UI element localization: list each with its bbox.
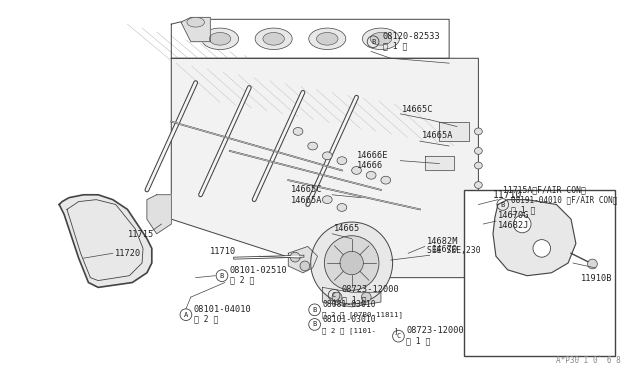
Polygon shape	[440, 122, 468, 141]
Circle shape	[513, 215, 531, 233]
Circle shape	[533, 240, 550, 257]
Circle shape	[588, 259, 597, 269]
Text: 08723-12000: 08723-12000	[406, 326, 464, 335]
Text: B: B	[220, 273, 224, 279]
Ellipse shape	[263, 32, 284, 45]
Text: 08101-04010: 08101-04010	[194, 305, 252, 314]
Circle shape	[290, 252, 300, 262]
Ellipse shape	[323, 152, 332, 160]
Ellipse shape	[351, 167, 362, 174]
Ellipse shape	[323, 196, 332, 203]
Polygon shape	[181, 17, 211, 42]
Text: 〈 2 〉: 〈 2 〉	[230, 276, 254, 285]
Text: 14665C: 14665C	[403, 105, 434, 114]
Text: 14665A: 14665A	[291, 196, 323, 205]
Text: B: B	[312, 307, 317, 313]
Ellipse shape	[337, 203, 347, 211]
Text: 11710: 11710	[211, 247, 237, 256]
Ellipse shape	[255, 28, 292, 49]
Text: 14665C: 14665C	[291, 185, 323, 194]
Ellipse shape	[474, 182, 483, 189]
Text: C: C	[332, 292, 336, 298]
Ellipse shape	[187, 17, 204, 27]
Text: 11710: 11710	[493, 190, 522, 200]
Text: 08101-02510: 08101-02510	[230, 266, 287, 275]
Text: 08081-03010: 08081-03010	[323, 300, 376, 309]
Text: 14670: 14670	[431, 245, 458, 254]
Ellipse shape	[474, 147, 483, 154]
Ellipse shape	[293, 128, 303, 135]
Ellipse shape	[474, 162, 483, 169]
Text: 14666: 14666	[356, 161, 383, 170]
Text: 14670G: 14670G	[498, 211, 529, 220]
Polygon shape	[425, 156, 454, 170]
Ellipse shape	[474, 234, 483, 243]
Text: 08723-12000: 08723-12000	[342, 285, 399, 294]
Circle shape	[324, 236, 379, 290]
Ellipse shape	[308, 142, 317, 150]
Ellipse shape	[209, 32, 231, 45]
Text: 14682M: 14682M	[427, 237, 458, 246]
Text: B: B	[312, 321, 317, 327]
Text: 08191-04010 〈F/AIR CON〉: 08191-04010 〈F/AIR CON〉	[511, 196, 617, 205]
Ellipse shape	[474, 215, 483, 224]
Ellipse shape	[308, 28, 346, 49]
Polygon shape	[288, 246, 317, 273]
Text: 〈 1 〉: 〈 1 〉	[383, 42, 407, 51]
Polygon shape	[59, 195, 152, 288]
Circle shape	[300, 261, 310, 271]
Text: 08120-82533: 08120-82533	[383, 32, 440, 41]
Text: A: A	[184, 312, 188, 318]
Ellipse shape	[202, 28, 239, 49]
Text: 11715: 11715	[127, 230, 154, 239]
Text: 11720: 11720	[115, 249, 141, 258]
Polygon shape	[172, 58, 478, 278]
Text: 〈 2 〉 [07B0-11811]: 〈 2 〉 [07B0-11811]	[323, 312, 403, 318]
Text: A*P30 I 0` 6 8: A*P30 I 0` 6 8	[556, 356, 621, 365]
Ellipse shape	[370, 32, 392, 45]
Circle shape	[340, 251, 364, 275]
Ellipse shape	[474, 196, 483, 203]
Text: 14682J: 14682J	[498, 221, 529, 230]
Text: 〈 1 〉: 〈 1 〉	[406, 336, 431, 345]
Polygon shape	[147, 195, 172, 234]
Ellipse shape	[483, 225, 493, 233]
Text: 14665: 14665	[334, 224, 360, 233]
Ellipse shape	[381, 176, 390, 184]
Text: 11910B: 11910B	[580, 273, 612, 283]
Ellipse shape	[317, 32, 338, 45]
Text: B: B	[371, 39, 375, 45]
Ellipse shape	[474, 128, 483, 135]
Circle shape	[332, 292, 342, 302]
Ellipse shape	[366, 171, 376, 179]
Polygon shape	[493, 200, 576, 276]
Text: 〈 2 〉: 〈 2 〉	[194, 314, 218, 324]
Text: 14665A: 14665A	[422, 131, 453, 140]
Circle shape	[310, 222, 392, 304]
Ellipse shape	[337, 157, 347, 164]
Text: B: B	[500, 202, 505, 208]
Bar	[464, 190, 615, 356]
Text: C: C	[396, 333, 401, 339]
Text: 14666E: 14666E	[356, 151, 388, 160]
Text: 〈 1 〉: 〈 1 〉	[511, 205, 535, 214]
Ellipse shape	[362, 28, 399, 49]
Text: SEE SEE,230: SEE SEE,230	[427, 246, 481, 255]
Text: 〈 2 〉 [1101-    ]: 〈 2 〉 [1101- ]	[323, 327, 399, 334]
Text: 11715A〈F/AIR CON〉: 11715A〈F/AIR CON〉	[503, 186, 586, 195]
Text: 08101-03010: 08101-03010	[323, 315, 376, 324]
Circle shape	[362, 292, 371, 302]
Polygon shape	[323, 288, 381, 307]
Text: 〈 1 〉: 〈 1 〉	[342, 295, 366, 304]
